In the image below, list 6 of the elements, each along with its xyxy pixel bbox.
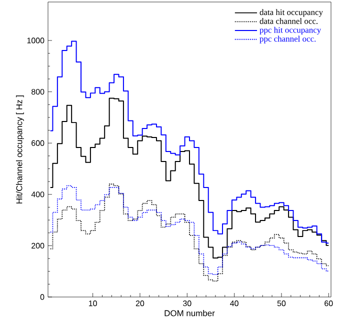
legend-label: data channel occ. bbox=[260, 18, 318, 24]
legend-label: data hit occupancy bbox=[260, 9, 323, 17]
legend-label: ppc hit occupancy bbox=[260, 26, 322, 35]
x-axis-title: DOM number bbox=[164, 310, 215, 316]
legend-label: ppc channel occ. bbox=[260, 36, 316, 44]
y-axis-title: Hit/Channel occupancy [ Hz ] bbox=[16, 96, 24, 204]
